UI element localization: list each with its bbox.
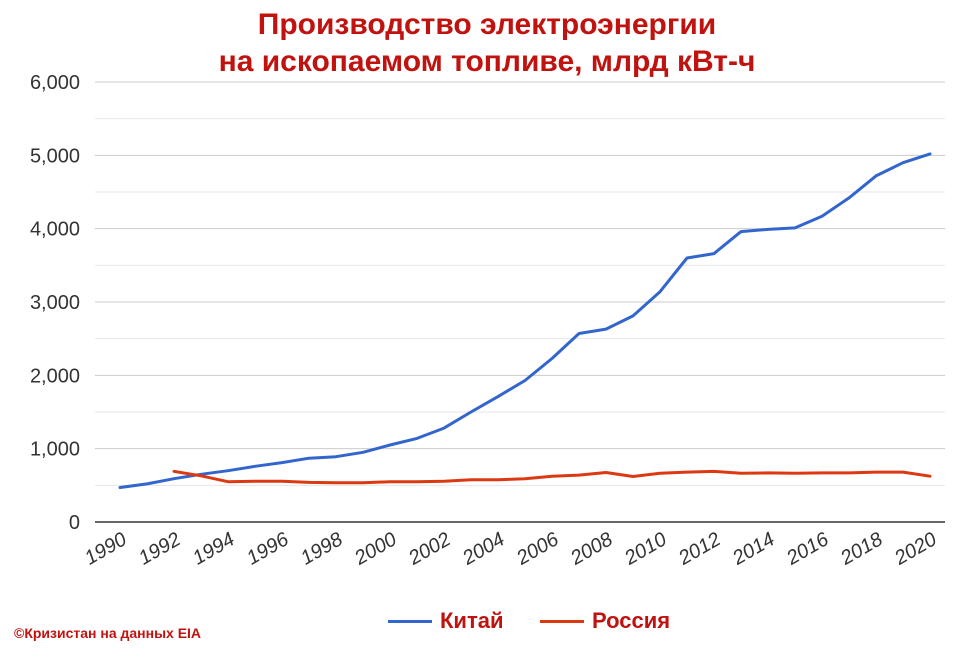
chart-title-line-2: на ископаемом топливе, млрд кВт-ч [218,45,756,78]
x-tick-label: 2006 [512,528,563,570]
chart-title-line-1: Производство электроэнергии [257,8,717,41]
series-lines [118,152,932,489]
x-tick-label: 2012 [674,528,724,570]
x-tick-label: 2018 [836,528,886,570]
legend: Китай Россия [0,608,974,638]
y-tick-label: 1,000 [30,439,80,461]
series-line-china [118,152,932,489]
x-tick-label: 2010 [620,528,670,570]
y-tick-label: 4,000 [30,219,80,241]
legend-swatch-russia [540,619,584,623]
x-tick-label: 2016 [782,528,833,570]
x-tick-label: 1994 [189,528,239,569]
x-tick-label: 1992 [135,528,185,569]
y-axis-ticks: 0 1,000 2,000 3,000 4,000 5,000 6,000 [30,72,80,534]
legend-swatch-china [388,619,432,623]
x-tick-label: 1998 [297,528,347,569]
chart-title: Производство электроэнергии на ископаемо… [0,6,974,80]
x-tick-label: 1996 [243,528,293,570]
grid-lines [95,81,945,523]
x-axis-ticks: 1990 1992 1994 1996 1998 2000 2002 2004 2006 2008… [81,528,941,570]
source-credit: ©Кризистан на данных EIA [14,625,202,641]
x-tick-label: 2000 [350,528,400,570]
y-tick-label: 0 [69,512,80,534]
x-tick-label: 1990 [81,528,131,569]
x-tick-label: 2008 [566,528,616,570]
legend-item-china: Китай [388,608,504,634]
y-tick-label: 6,000 [30,72,80,94]
x-tick-label: 2020 [890,528,940,570]
y-tick-label: 2,000 [30,365,80,387]
series-line-russia [172,469,932,485]
legend-item-russia: Россия [540,608,670,634]
y-tick-label: 3,000 [30,292,80,314]
y-tick-label: 5,000 [30,145,80,167]
x-tick-label: 2004 [458,528,508,570]
x-tick-label: 2014 [728,528,778,570]
x-tick-label: 2002 [404,528,454,570]
legend-label-china: Китай [440,608,504,633]
legend-label-russia: Россия [592,608,671,633]
